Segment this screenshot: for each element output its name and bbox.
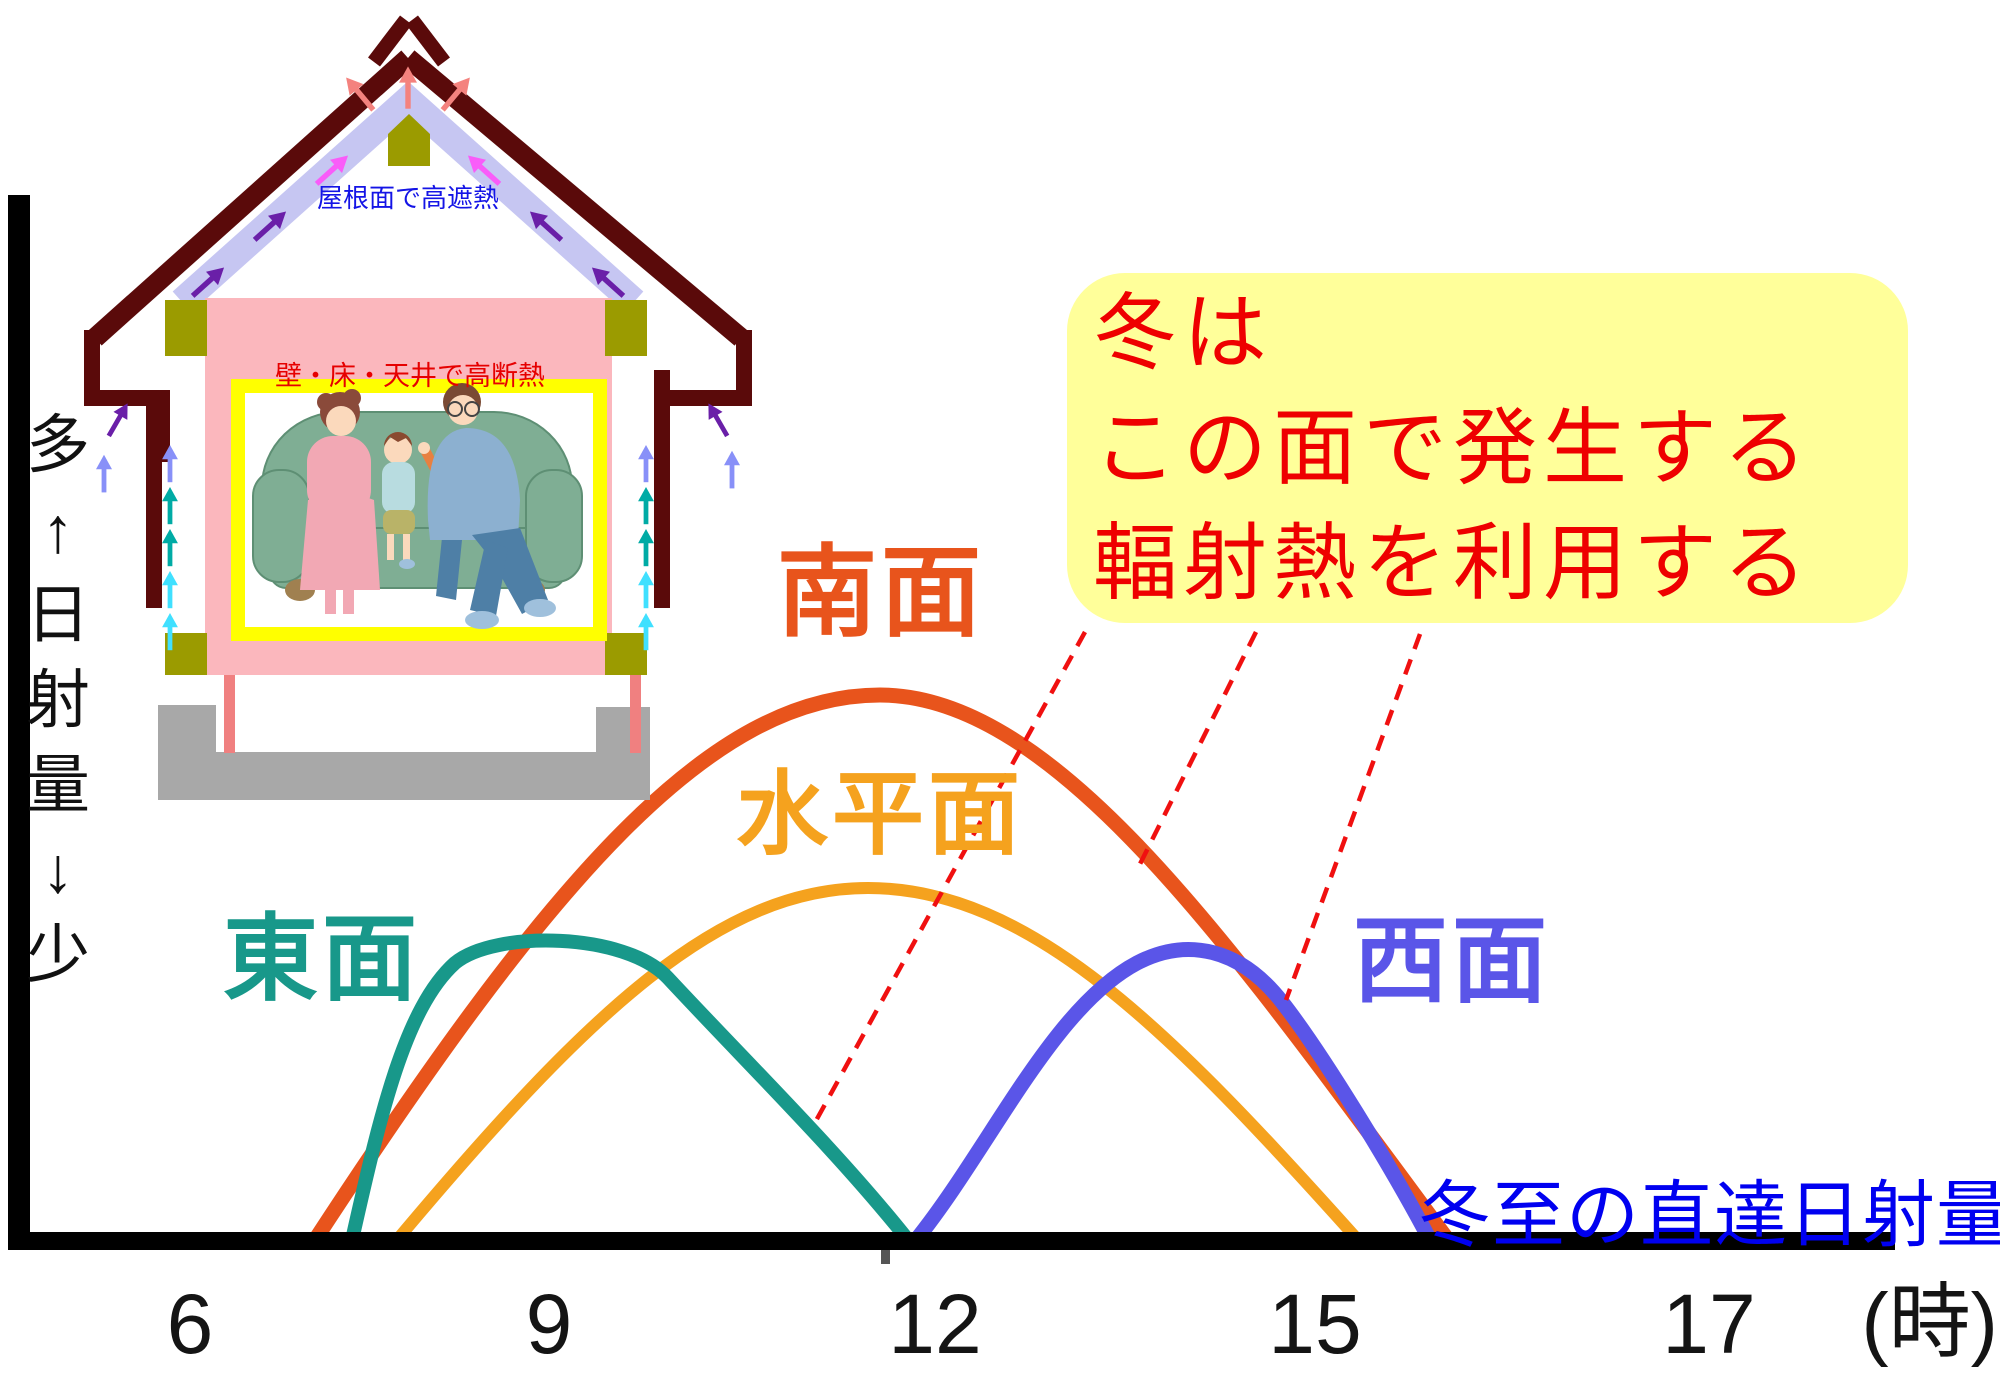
right-eave-bracket [654, 330, 752, 462]
family-illustration [252, 383, 583, 629]
right-wall-bar [654, 370, 670, 608]
horizontal-plane-curve [391, 881, 1364, 1246]
x-tick-17: 17 [1662, 1277, 1756, 1371]
east-face-label: 東面 [222, 906, 422, 1013]
x-tick-15: 15 [1268, 1277, 1362, 1371]
callout-line-2: この面で発生する [1093, 400, 1814, 495]
wall-air-arrow-icon [638, 487, 654, 525]
rising-air-arrow-icon [724, 450, 740, 489]
corner-blocks-olive [165, 114, 647, 675]
y-axis-char-amount: 量 [26, 749, 90, 821]
south-face-label: 南面 [777, 537, 985, 649]
wall-air-arrow-icon [638, 529, 654, 567]
mother-figure [300, 389, 380, 614]
west-face-curve [908, 942, 1438, 1248]
dash-to-south-curve [1133, 630, 1259, 874]
callout-pointer-dashes [810, 630, 1423, 1130]
ridge-vent-right [406, 15, 450, 67]
left-pier-pink [224, 675, 235, 753]
winter-radiant-heat-callout: 冬は この面で発生する 輻射熱を利用する [1067, 273, 1908, 623]
noon-notch-tick [881, 1250, 890, 1264]
x-tick-6: 6 [166, 1277, 214, 1371]
y-axis-char-up: ↑ [42, 494, 74, 566]
left-wall-bar [146, 398, 162, 608]
dash-to-east-curve [810, 630, 1087, 1130]
callout-line-1: 冬は [1093, 285, 1274, 380]
father-figure [427, 383, 556, 629]
rising-air-arrow-icon [96, 454, 112, 493]
wall-air-arrow-icon [162, 487, 178, 525]
ridge-block-olive [388, 114, 430, 166]
winter-solstice-annotation: 冬至の直達日射量 [1418, 1175, 2000, 1256]
roof-maroon [84, 15, 752, 462]
y-axis-char-down: ↓ [42, 834, 74, 906]
west-face-label: 西面 [1352, 908, 1552, 1015]
ridge-vent-left [368, 15, 412, 67]
x-axis-line [8, 1232, 1895, 1250]
wall-air-arrow-icon [638, 571, 654, 609]
axes [8, 195, 1895, 1264]
wall-air-arrow-icon [162, 571, 178, 609]
y-axis-line [8, 195, 30, 1250]
toddler-figure [382, 432, 415, 569]
x-axis-unit-hour: (時) [1861, 1277, 1998, 1368]
callout-line-3: 輻射熱を利用する [1093, 515, 1814, 610]
x-tick-12: 12 [888, 1277, 982, 1371]
y-axis-char-sun: 日 [26, 579, 90, 651]
roof-right-slope [401, 50, 748, 346]
y-axis-char-many: 多 [26, 409, 90, 481]
house-illustration [84, 15, 752, 800]
east-face-curve [345, 933, 915, 1247]
foundation-gray [158, 705, 650, 800]
x-tick-9: 9 [525, 1277, 573, 1371]
y-axis-char-few: 少 [26, 919, 90, 991]
roof-left-slope [88, 50, 415, 346]
wall-air-arrow-icon [638, 445, 654, 483]
horizontal-plane-label: 水平面 [735, 764, 1025, 866]
y-axis-char-shoot: 射 [26, 664, 90, 736]
dash-to-west-curve [1283, 633, 1423, 1001]
wall-insulation-label: 壁・床・天井で高断熱 [275, 361, 545, 391]
right-pier-pink [630, 675, 641, 753]
roof-heat-shield-label: 屋根面で高遮熱 [316, 183, 500, 213]
wall-air-arrow-icon [162, 529, 178, 567]
